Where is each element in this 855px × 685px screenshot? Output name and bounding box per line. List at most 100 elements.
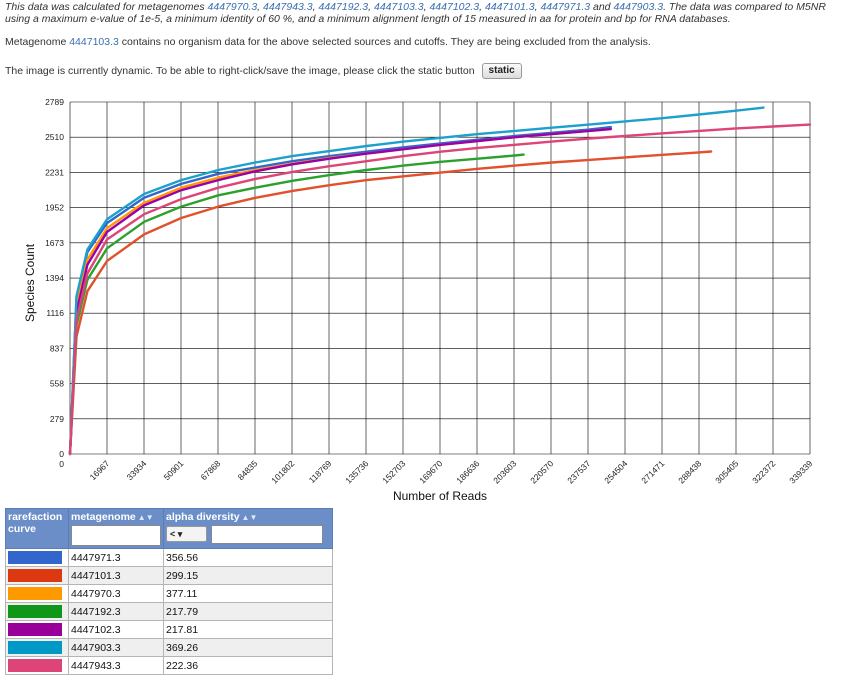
curve-color-swatch bbox=[8, 569, 62, 582]
col-alpha-diversity[interactable]: alpha diversity ▲▼ < ▾ bbox=[163, 508, 333, 549]
x-tick-label: 322372 bbox=[750, 458, 777, 485]
y-tick-label: 837 bbox=[50, 343, 64, 353]
y-tick-label: 2789 bbox=[45, 97, 64, 107]
y-tick-label: 2231 bbox=[45, 167, 64, 177]
x-tick-label: 0 bbox=[59, 459, 64, 469]
curve-color-swatch bbox=[8, 659, 62, 672]
x-tick-label: 254504 bbox=[602, 458, 629, 485]
metagenome-link[interactable]: 4447970.3 bbox=[207, 1, 258, 13]
x-tick-label: 84835 bbox=[236, 458, 260, 482]
metagenome-cell: 4447903.3 bbox=[68, 638, 164, 657]
alpha-diversity-cell: 369.26 bbox=[163, 638, 333, 657]
x-tick-label: 305405 bbox=[713, 458, 740, 485]
x-tick-label: 169670 bbox=[417, 458, 444, 485]
series-line-4447971.3 bbox=[68, 125, 612, 456]
excluded-metagenome-link[interactable]: 4447103.3 bbox=[69, 36, 119, 48]
table-row: 4447101.3 299.15 bbox=[5, 566, 333, 585]
alpha-operator-select[interactable]: < ▾ bbox=[166, 526, 207, 542]
series-line-4447903.3 bbox=[68, 106, 765, 456]
y-tick-label: 2510 bbox=[45, 132, 64, 142]
curve-color-cell bbox=[5, 566, 69, 585]
x-tick-label: 67868 bbox=[199, 458, 223, 482]
table-row: 4447943.3 222.36 bbox=[5, 656, 333, 675]
excluded-suffix: contains no organism data for the above … bbox=[118, 36, 651, 48]
curve-color-swatch bbox=[8, 551, 62, 564]
table-row: 4447970.3 377.11 bbox=[5, 584, 333, 603]
alpha-diversity-cell: 222.36 bbox=[163, 656, 333, 675]
table-row: 4447971.3 356.56 bbox=[5, 548, 333, 567]
series-line-4447102.3 bbox=[68, 127, 612, 456]
curve-color-cell bbox=[5, 548, 69, 567]
x-tick-label: 237537 bbox=[565, 458, 592, 485]
static-button[interactable]: static bbox=[481, 63, 522, 79]
curve-color-cell bbox=[5, 584, 69, 603]
operator-value: < bbox=[170, 529, 176, 539]
curve-color-swatch bbox=[8, 605, 62, 618]
x-tick-label: 186636 bbox=[454, 458, 481, 485]
metagenome-cell: 4447101.3 bbox=[68, 566, 164, 585]
x-tick-label: 16967 bbox=[88, 458, 112, 482]
sort-icon[interactable]: ▲▼ bbox=[137, 513, 154, 522]
sort-icon[interactable]: ▲▼ bbox=[241, 513, 258, 522]
x-tick-label: 288438 bbox=[676, 458, 703, 485]
alpha-filter-input[interactable] bbox=[211, 525, 323, 544]
curve-color-cell bbox=[5, 638, 69, 657]
series-line-4447101.3 bbox=[68, 150, 713, 456]
x-tick-label: 101802 bbox=[269, 458, 296, 485]
y-tick-label: 1394 bbox=[45, 273, 64, 283]
curve-color-cell bbox=[5, 602, 69, 621]
alpha-diversity-cell: 299.15 bbox=[163, 566, 333, 585]
rarefaction-chart: 0 279 558 837 1116 1394 1673 1952 2231 2510 2789 0 1… bbox=[23, 97, 815, 503]
table-body: 4447971.3 356.56 4447101.3 299.15 4447970.3 3… bbox=[5, 548, 333, 675]
metagenome-cell: 4447971.3 bbox=[68, 548, 164, 567]
note-and: and bbox=[590, 1, 614, 13]
col-metagenome-label: metagenome bbox=[71, 511, 136, 523]
y-tick-label: 1673 bbox=[45, 238, 64, 248]
x-tick-label: 152703 bbox=[380, 458, 407, 485]
curve-color-swatch bbox=[8, 587, 62, 600]
col-rarefaction-curve: rarefaction curve bbox=[5, 508, 69, 549]
metagenome-link[interactable]: 4447102.3 bbox=[429, 1, 480, 13]
alpha-diversity-cell: 217.81 bbox=[163, 620, 333, 639]
dynamic-message: The image is currently dynamic. To be ab… bbox=[5, 63, 522, 79]
alpha-diversity-cell: 217.79 bbox=[163, 602, 333, 621]
metagenome-link[interactable]: 4447103.3 bbox=[373, 1, 424, 13]
metagenome-cell: 4447970.3 bbox=[68, 584, 164, 603]
curve-color-swatch bbox=[8, 623, 62, 636]
series-line-4447192.3 bbox=[68, 153, 525, 456]
chevron-down-icon: ▾ bbox=[177, 529, 183, 539]
metagenome-link[interactable]: 4447971.3 bbox=[540, 1, 591, 13]
rarefaction-table: rarefaction curve metagenome ▲▼ alpha div… bbox=[5, 508, 333, 675]
note-suffix: . The data was compared to M5NR using a … bbox=[5, 1, 826, 25]
y-axis-title: Species Count bbox=[23, 243, 37, 322]
y-tick-label: 558 bbox=[50, 379, 64, 389]
metagenome-link[interactable]: 4447903.3 bbox=[613, 1, 664, 13]
y-tick-label: 1116 bbox=[46, 308, 64, 318]
excluded-prefix: Metagenome bbox=[5, 36, 70, 48]
metagenome-cell: 4447943.3 bbox=[68, 656, 164, 675]
x-tick-label: 135736 bbox=[343, 458, 370, 485]
series-line-4447943.3 bbox=[68, 123, 812, 456]
curve-color-cell bbox=[5, 620, 69, 639]
x-tick-label: 203603 bbox=[491, 458, 518, 485]
metagenome-cell: 4447102.3 bbox=[68, 620, 164, 639]
y-tick-label: 1952 bbox=[45, 203, 64, 213]
x-tick-label: 118769 bbox=[307, 458, 334, 485]
series-line-4447970.3 bbox=[68, 127, 612, 456]
alpha-filter: < ▾ bbox=[166, 523, 330, 544]
col-metagenome[interactable]: metagenome ▲▼ bbox=[68, 508, 164, 549]
x-tick-label: 50901 bbox=[162, 458, 186, 482]
alpha-diversity-cell: 356.56 bbox=[163, 548, 333, 567]
x-tick-label: 220570 bbox=[528, 458, 555, 485]
table-row: 4447102.3 217.81 bbox=[5, 620, 333, 639]
metagenome-link[interactable]: 4447943.3 bbox=[263, 1, 313, 13]
metagenome-link[interactable]: 4447101.3 bbox=[484, 1, 535, 13]
x-tick-label: 33934 bbox=[125, 458, 149, 482]
y-tick-label: 279 bbox=[50, 414, 64, 424]
col-alpha-label: alpha diversity bbox=[166, 511, 240, 523]
metagenome-link[interactable]: 4447192.3 bbox=[318, 1, 369, 13]
x-axis-title: Number of Reads bbox=[393, 489, 487, 503]
col-curve-label: rarefaction curve bbox=[8, 511, 63, 535]
metagenome-filter-input[interactable] bbox=[71, 525, 161, 546]
curve-color-cell bbox=[5, 656, 69, 675]
